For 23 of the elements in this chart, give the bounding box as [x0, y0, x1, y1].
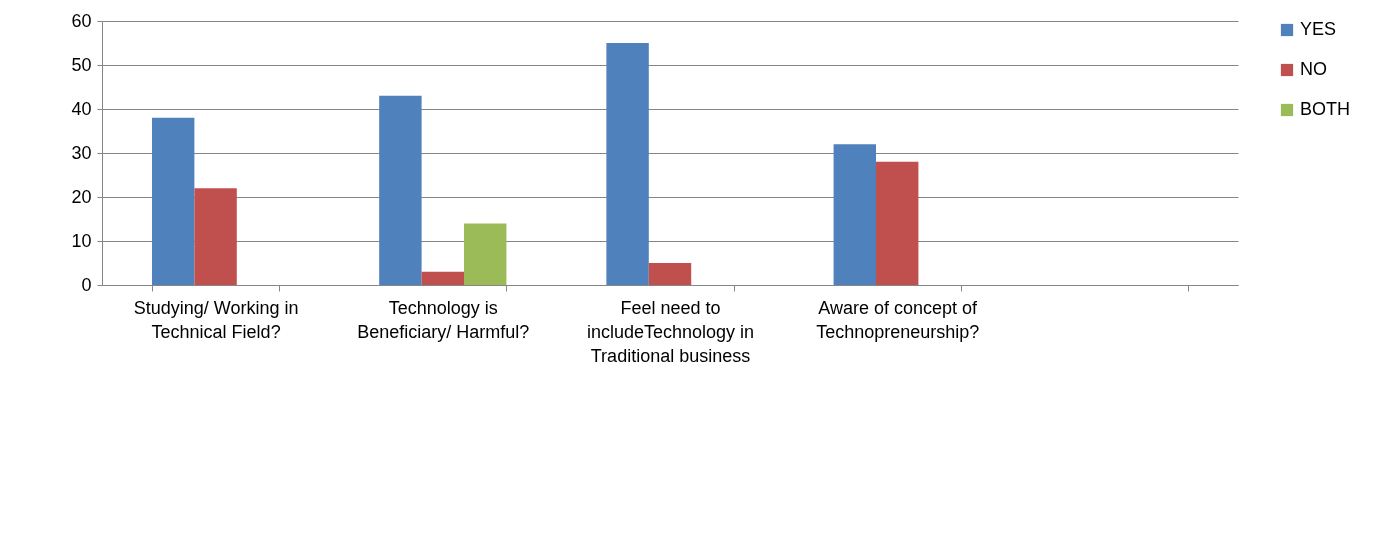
bar — [833, 144, 876, 285]
y-tick-label: 40 — [71, 98, 92, 119]
y-tick-label: 60 — [71, 10, 92, 31]
legend-label: BOTH — [1300, 99, 1351, 119]
bar — [606, 43, 649, 285]
x-tick-label: Technology is Beneficiary/ Harmful? — [357, 297, 530, 342]
bar — [379, 95, 422, 285]
y-tick-label: 0 — [81, 274, 92, 295]
y-tick-label: 30 — [71, 142, 92, 163]
legend-label: NO — [1300, 59, 1327, 79]
x-tick-label: Feel need to includeTechnology in Traditional business — [586, 297, 755, 366]
x-tick-label: Studying/ Working in Technical Field? — [133, 297, 299, 342]
bar — [875, 161, 919, 285]
bar — [151, 117, 195, 285]
bar — [464, 223, 507, 285]
bar — [194, 188, 237, 285]
bar — [421, 271, 465, 285]
y-tick-label: 10 — [71, 230, 92, 251]
y-tick-label: 20 — [71, 186, 92, 207]
x-tick-label: Aware of concept of Technopreneurship? — [816, 297, 980, 342]
legend-label: YES — [1300, 19, 1337, 39]
y-tick-label: 50 — [71, 54, 92, 75]
bar — [648, 263, 692, 285]
